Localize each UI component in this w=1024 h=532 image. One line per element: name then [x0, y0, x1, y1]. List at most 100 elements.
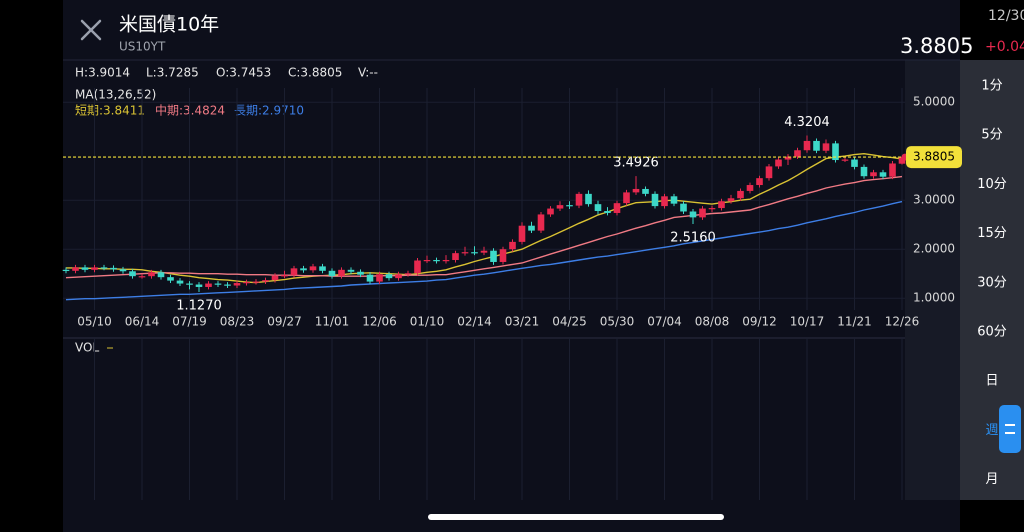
- candle-body: [689, 211, 697, 218]
- candle-body: [233, 283, 241, 286]
- candle-body: [214, 283, 222, 285]
- candle-body: [72, 267, 79, 271]
- candle-body: [395, 274, 402, 279]
- last-price: 3.8805: [900, 34, 973, 58]
- candle-body: [594, 204, 602, 212]
- x-tick-label: 07/19: [172, 315, 207, 329]
- candle-body: [613, 203, 621, 213]
- close-button[interactable]: [80, 19, 102, 41]
- period-button[interactable]: 週: [985, 423, 998, 438]
- period-button[interactable]: 10分: [977, 177, 1007, 192]
- y-axis-panel: [905, 60, 960, 500]
- ohlc-stats: H:3.9014 L:3.7285 O:3.7453 C:3.8805 V:--: [75, 66, 378, 80]
- candle-body: [271, 275, 279, 281]
- candle-body: [243, 282, 250, 284]
- scroll-handle[interactable]: [999, 405, 1021, 453]
- candle-body: [157, 272, 165, 278]
- home-indicator[interactable]: [428, 514, 724, 520]
- candle-body: [461, 252, 469, 254]
- legend-entry: 中期:3.4824: [155, 103, 225, 118]
- high-annotation: 3.4926: [613, 156, 659, 171]
- candle-body: [575, 193, 583, 206]
- candle-body: [148, 272, 155, 277]
- period-button[interactable]: 30分: [977, 275, 1007, 290]
- candle-body: [794, 150, 801, 157]
- low-annotation: 1.1270: [176, 299, 222, 314]
- x-tick-label: 09/27: [267, 315, 302, 329]
- x-tick-label: 05/10: [77, 315, 112, 329]
- x-tick-label: 05/30: [600, 315, 635, 329]
- candle-body: [167, 277, 174, 281]
- candle-body: [62, 269, 70, 272]
- price-change: +0.04: [985, 39, 1024, 55]
- candle-body: [585, 193, 592, 205]
- candle-body: [129, 271, 136, 277]
- candle-body: [186, 283, 193, 285]
- candle-body: [651, 193, 659, 207]
- candle-body: [851, 159, 858, 167]
- period-button[interactable]: 1分: [981, 79, 1002, 94]
- period-button[interactable]: 15分: [977, 226, 1007, 241]
- candle-body: [737, 190, 744, 199]
- candle-body: [110, 267, 117, 270]
- candle-body: [91, 267, 98, 270]
- candle-body: [509, 241, 516, 250]
- candle-body: [442, 260, 450, 262]
- stat: V:--: [358, 66, 378, 80]
- period-button[interactable]: 日: [985, 374, 998, 389]
- candle-body: [300, 268, 307, 271]
- chart-panel: [63, 0, 960, 532]
- moving-average-line: [65, 175, 903, 279]
- stat: C:3.8805: [288, 66, 342, 80]
- candle-body: [328, 270, 336, 277]
- price-chart: 1.0000 2.0000 3.0000 5.0000 05/10 06/14 07/19 0…: [62, 88, 962, 500]
- candle-body: [471, 252, 478, 254]
- x-tick-label: 09/12: [742, 315, 777, 329]
- candle-body: [81, 267, 89, 270]
- candle-body: [661, 196, 668, 207]
- legend-entry: 短期:3.8411: [75, 104, 145, 118]
- candle-body: [708, 208, 716, 210]
- price-tag-label: 3.8805: [913, 150, 955, 164]
- y-tick-label: 3.0000: [913, 193, 955, 207]
- stat: L:3.7285: [146, 66, 199, 80]
- candle-body: [376, 274, 383, 282]
- candle-body: [452, 253, 459, 261]
- candle-body: [357, 271, 364, 275]
- candle-body: [699, 208, 706, 218]
- candle-body: [746, 185, 754, 191]
- candle-body: [547, 208, 554, 215]
- candle-body: [889, 163, 896, 177]
- candle-body: [490, 250, 497, 262]
- stat: H:3.9014: [75, 66, 130, 80]
- candle-body: [680, 203, 687, 212]
- candle-body: [566, 205, 573, 207]
- x-tick-label: 02/14: [457, 315, 492, 329]
- candle-body: [309, 266, 317, 271]
- candle-body: [870, 172, 877, 177]
- candle-body: [756, 178, 763, 186]
- candle-body: [347, 269, 355, 272]
- candle-body: [784, 156, 792, 160]
- candle-body: [879, 172, 887, 177]
- candle-body: [775, 159, 782, 167]
- period-button[interactable]: 60分: [977, 325, 1007, 340]
- x-tick-label: 06/14: [125, 315, 160, 329]
- candle-body: [528, 225, 535, 231]
- candle-body: [518, 225, 526, 242]
- candle-body: [537, 214, 545, 231]
- candle-body: [423, 260, 431, 262]
- candle-body: [718, 201, 725, 209]
- stat: O:3.7453: [216, 66, 271, 80]
- candle-body: [898, 157, 906, 164]
- x-tick-label: 10/17: [790, 315, 825, 329]
- candle-body: [262, 280, 269, 282]
- period-button[interactable]: 5分: [981, 128, 1002, 143]
- x-tick-label: 04/25: [552, 315, 587, 329]
- y-tick-label: 1.0000: [913, 291, 955, 305]
- y-tick-label: 5.0000: [913, 95, 955, 109]
- period-button[interactable]: 月: [985, 472, 998, 487]
- volume-label: VOL: [75, 341, 99, 355]
- candle-body: [822, 143, 830, 151]
